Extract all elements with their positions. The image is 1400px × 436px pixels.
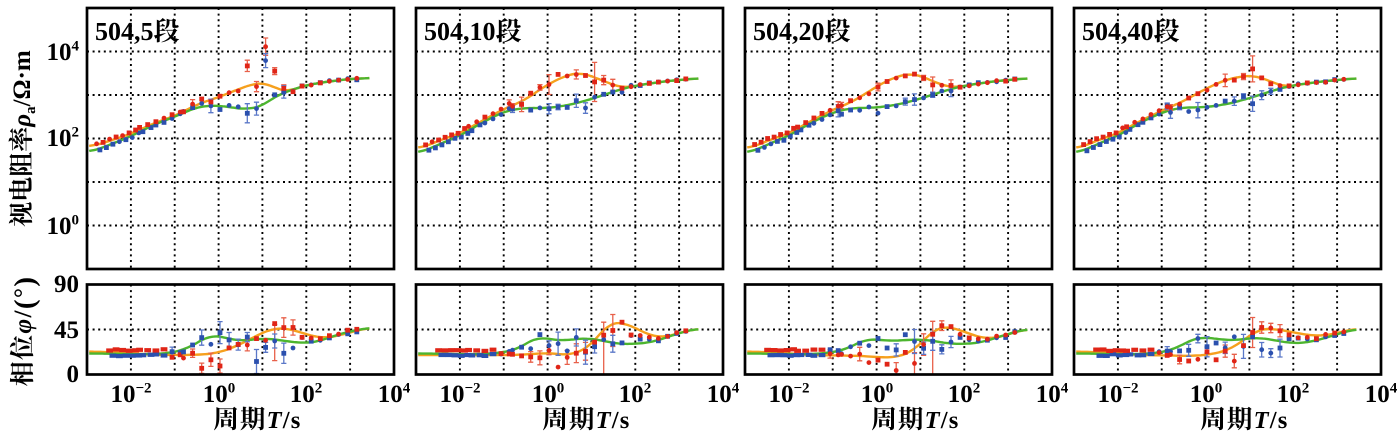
svg-text:100: 100 — [861, 381, 894, 409]
svg-text:100: 100 — [47, 213, 80, 241]
svg-text:10−2: 10−2 — [439, 381, 480, 409]
svg-text:102: 102 — [1277, 381, 1310, 409]
svg-text:45: 45 — [54, 317, 79, 344]
svg-text:10−2: 10−2 — [768, 381, 809, 409]
svg-text:102: 102 — [47, 125, 80, 153]
svg-text:102: 102 — [619, 381, 652, 409]
svg-text:100: 100 — [1190, 381, 1223, 409]
svg-text:10−2: 10−2 — [1097, 381, 1138, 409]
svg-text:100: 100 — [203, 381, 236, 409]
svg-text:104: 104 — [378, 381, 411, 409]
svg-text:104: 104 — [1036, 381, 1069, 409]
svg-text:100: 100 — [532, 381, 565, 409]
svg-text:90: 90 — [54, 271, 79, 298]
svg-text:104: 104 — [707, 381, 740, 409]
svg-text:104: 104 — [47, 39, 80, 67]
svg-text:0: 0 — [67, 361, 80, 388]
svg-text:102: 102 — [290, 381, 323, 409]
svg-text:10−2: 10−2 — [110, 381, 151, 409]
svg-text:104: 104 — [1365, 381, 1398, 409]
svg-text:102: 102 — [948, 381, 981, 409]
